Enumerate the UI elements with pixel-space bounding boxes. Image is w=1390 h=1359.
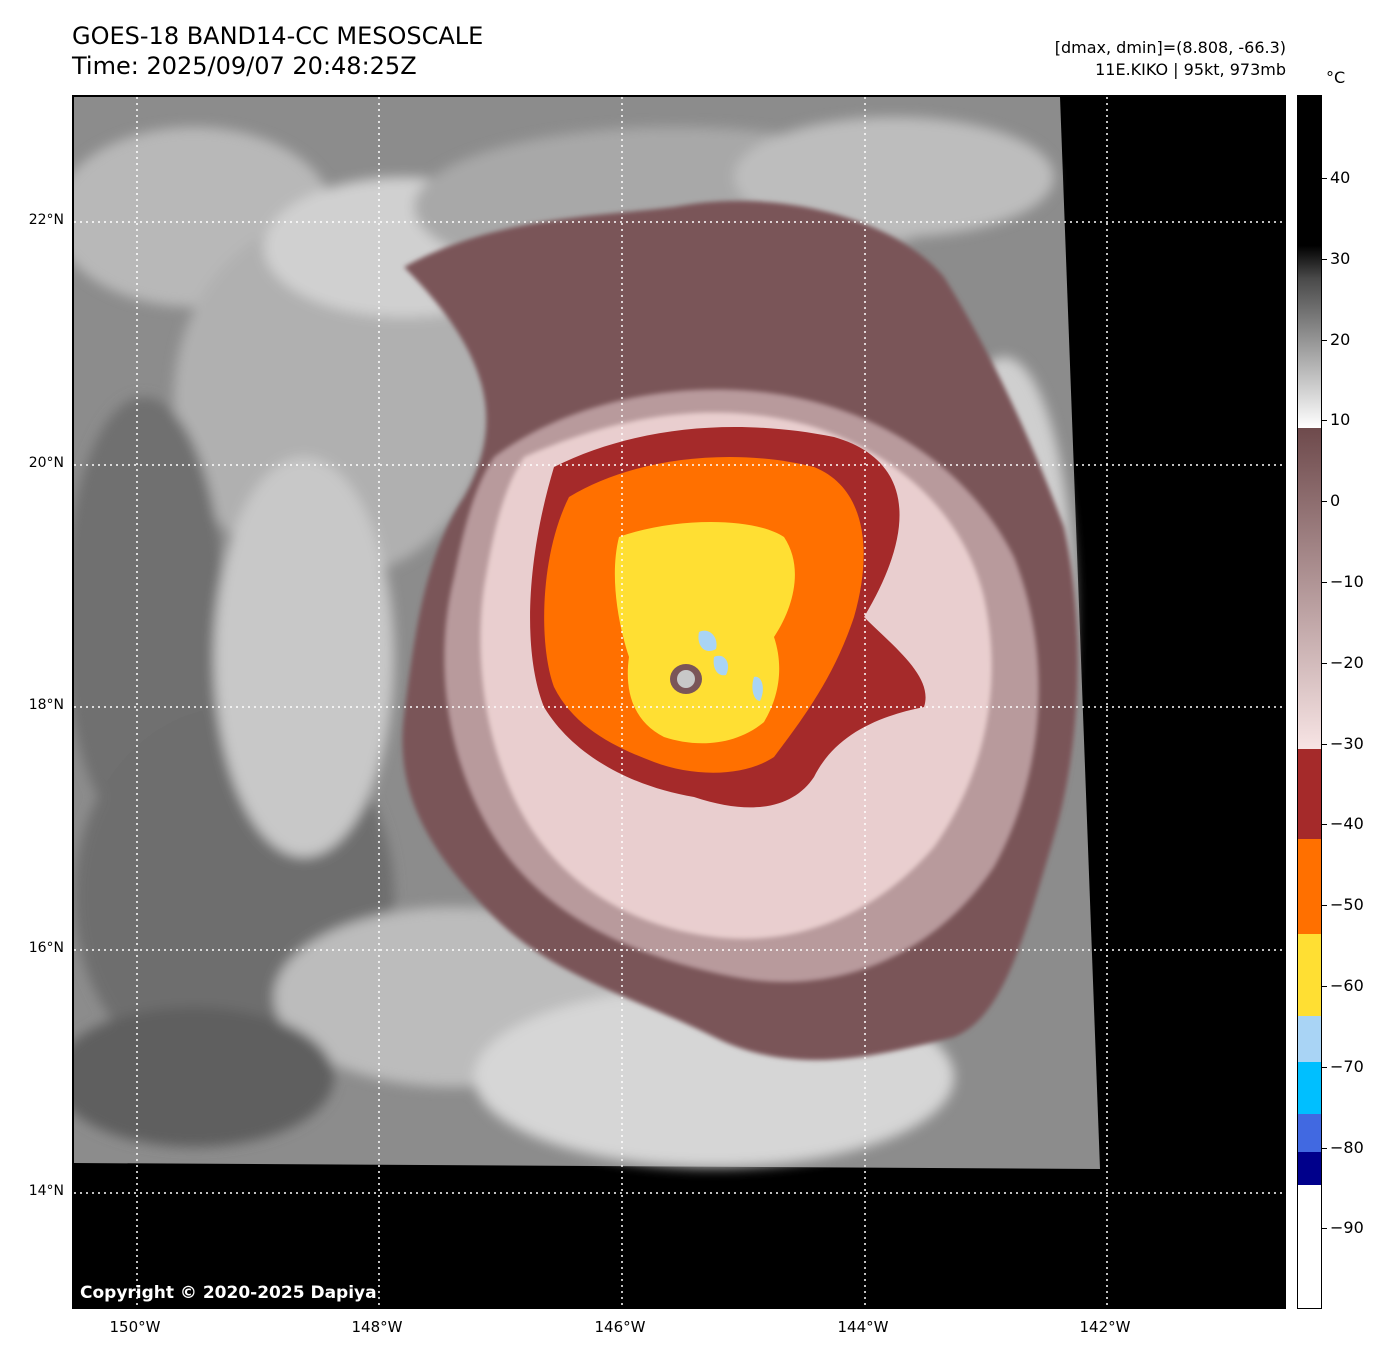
colorbar-tick — [1322, 905, 1327, 907]
lon-label-144w: 144°W — [837, 1318, 889, 1336]
colorbar-unit: °C — [1326, 68, 1346, 87]
colorbar-tick-label: 30 — [1330, 248, 1351, 268]
colorbar-tick-label: −20 — [1330, 652, 1364, 672]
lat-label-16n: 16°N — [28, 940, 64, 956]
storm-cloud — [402, 200, 1078, 1061]
colorbar-tick — [1322, 662, 1327, 664]
satellite-image — [74, 97, 1284, 1307]
lat-label-14n: 14°N — [28, 1183, 64, 1199]
colorbar-tick — [1322, 1228, 1327, 1230]
lat-label-20n: 20°N — [28, 455, 64, 471]
colorbar-tick-label: 20 — [1330, 329, 1351, 349]
lat-label-18n: 18°N — [28, 697, 64, 713]
colorbar-gray-band — [1298, 96, 1321, 428]
colorbar-tick-label: −10 — [1330, 572, 1364, 591]
lon-label-146w: 146°W — [594, 1318, 646, 1336]
colorbar-tick — [1322, 582, 1327, 583]
colorbar — [1297, 95, 1322, 1309]
colorbar-tick-label: −50 — [1330, 895, 1364, 915]
data-range-label: [dmax, dmin]=(8.808, -66.3) — [1054, 38, 1286, 57]
colorbar-tick-label: −80 — [1330, 1137, 1364, 1157]
colorbar-gradient — [1298, 96, 1321, 1308]
colorbar-tick — [1322, 1147, 1327, 1149]
lat-label-22n: 22°N — [28, 212, 64, 228]
colorbar-tick — [1322, 824, 1327, 826]
colorbar-tick-label: −60 — [1330, 976, 1364, 995]
colorbar-navy-band — [1298, 1152, 1321, 1185]
copyright-text: Copyright © 2020-2025 Dapiya — [80, 1283, 377, 1303]
colorbar-tick — [1322, 339, 1327, 341]
storm-info-label: 11E.KIKO | 95kt, 973mb — [1095, 60, 1286, 79]
colorbar-white-band — [1298, 1185, 1321, 1308]
time-label: Time: 2025/09/07 20:48:25Z — [72, 52, 417, 80]
lon-label-148w: 148°W — [351, 1318, 403, 1336]
colorbar-tick — [1322, 1066, 1327, 1068]
chart-title: GOES-18 BAND14-CC MESOSCALE — [72, 22, 484, 50]
colorbar-royalblue-band — [1298, 1114, 1321, 1152]
colorbar-tick — [1322, 178, 1327, 179]
colorbar-tick-label: 10 — [1330, 410, 1351, 430]
colorbar-red-band — [1298, 749, 1321, 839]
colorbar-tick — [1322, 501, 1327, 503]
colorbar-tick-label: −30 — [1330, 733, 1364, 753]
satellite-map: Copyright © 2020-2025 Dapiya — [72, 95, 1286, 1309]
colorbar-tick-label: 40 — [1330, 168, 1351, 187]
colorbar-orange-band — [1298, 839, 1321, 934]
lon-label-142w: 142°W — [1079, 1318, 1131, 1336]
colorbar-lightblue-band — [1298, 1016, 1321, 1062]
colorbar-tick-label: −70 — [1330, 1056, 1364, 1076]
colorbar-brown-band — [1298, 428, 1321, 749]
colorbar-tick-label: −90 — [1330, 1218, 1364, 1238]
colorbar-tick-label: −40 — [1330, 814, 1364, 834]
gridlines — [74, 97, 1284, 1307]
colorbar-tick-label: 0 — [1330, 491, 1341, 511]
colorbar-yellow-band — [1298, 934, 1321, 1016]
colorbar-cyan-band — [1298, 1062, 1321, 1114]
lon-label-150w: 150°W — [109, 1318, 161, 1336]
colorbar-tick — [1322, 258, 1327, 260]
colorbar-tick — [1322, 420, 1327, 422]
colorbar-tick — [1322, 986, 1327, 987]
colorbar-tick — [1322, 743, 1327, 745]
